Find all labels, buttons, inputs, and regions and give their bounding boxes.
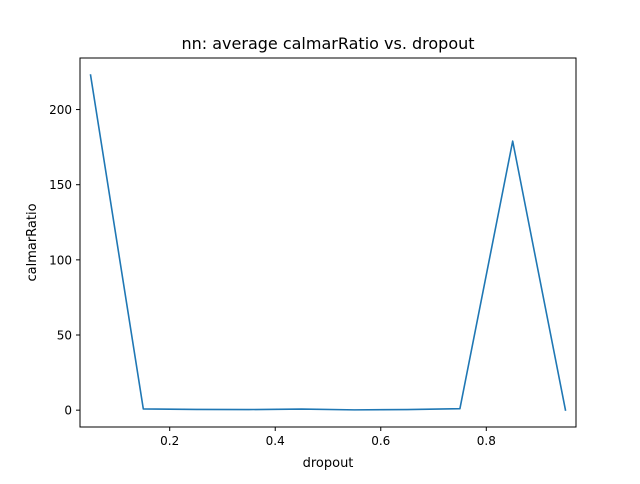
x-tick-label: 0.4 xyxy=(266,434,285,448)
x-axis-label: dropout xyxy=(303,456,354,471)
plot-frame xyxy=(79,57,577,428)
x-tick-label: 0.8 xyxy=(477,434,496,448)
y-tick-label: 200 xyxy=(49,103,72,117)
y-tick-label: 0 xyxy=(64,404,72,418)
x-axis: 0.2 0.4 0.6 0.8 xyxy=(160,427,496,448)
series-line xyxy=(89,74,567,411)
chart-title: nn: average calmarRatio vs. dropout xyxy=(181,34,474,53)
y-axis: 0 50 100 150 200 xyxy=(49,103,80,418)
y-tick-label: 100 xyxy=(49,253,72,267)
x-tick-label: 0.2 xyxy=(160,434,179,448)
y-tick-label: 50 xyxy=(57,329,72,343)
series-layer xyxy=(89,74,567,411)
y-tick-label: 150 xyxy=(49,178,72,192)
x-tick-label: 0.6 xyxy=(371,434,390,448)
y-axis-label: calmarRatio xyxy=(25,203,40,281)
